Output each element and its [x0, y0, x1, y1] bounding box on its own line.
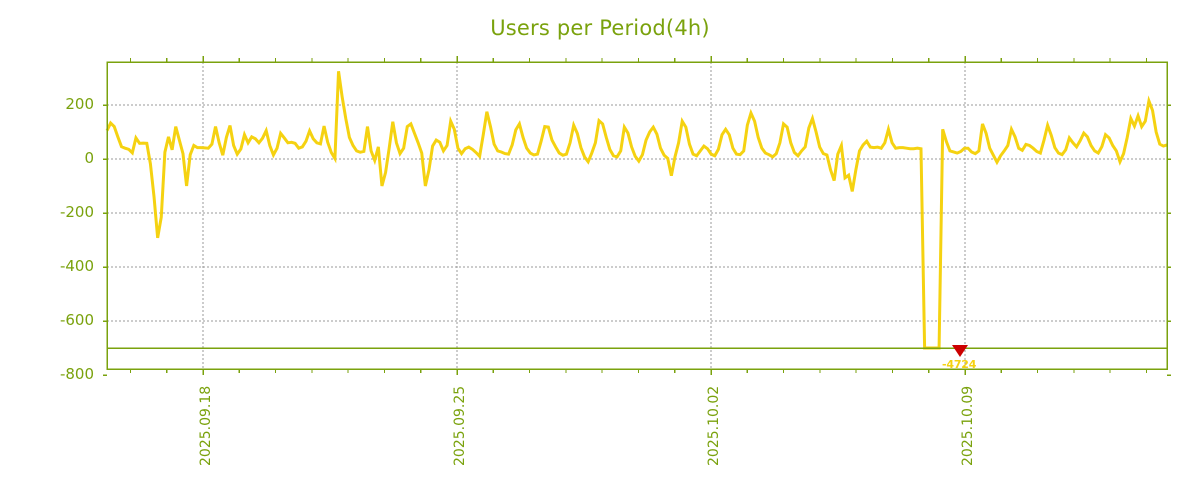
min-value-annotation-label: -4724: [942, 358, 977, 371]
y-axis-tick-label: -200: [59, 203, 94, 221]
y-axis-tick-label: -400: [59, 257, 94, 275]
x-axis-tick-label: 2025.10.02: [706, 385, 722, 466]
x-axis-tick-label: 2025.09.18: [198, 385, 214, 466]
y-axis-tick-label: -600: [59, 311, 94, 329]
min-value-marker: [952, 345, 968, 357]
x-axis-tick-label: 2025.09.25: [452, 385, 468, 466]
y-axis-tick-label: 0: [84, 149, 94, 167]
x-axis-tick-label: 2025.10.09: [960, 385, 976, 466]
y-axis-tick-label: 200: [65, 95, 94, 113]
y-axis-tick-label: -800: [59, 365, 94, 383]
chart-title: Users per Period(4h): [490, 16, 710, 40]
